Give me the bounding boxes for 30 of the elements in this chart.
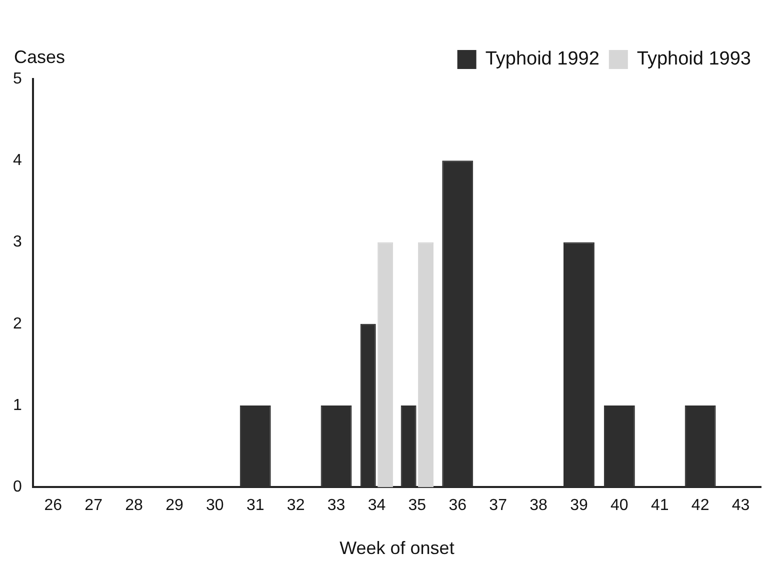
y-axis-title: Cases [14, 46, 66, 67]
x-tick-label: 31 [246, 497, 264, 514]
x-tick-label: 42 [691, 497, 710, 514]
x-tick-label: 39 [570, 497, 588, 514]
y-tick-label: 3 [12, 234, 22, 251]
legend-label: Typhoid 1992 [485, 48, 600, 70]
legend-label: Typhoid 1993 [636, 48, 751, 70]
x-tick-label: 35 [408, 497, 426, 514]
x-tick-label: 43 [732, 497, 750, 514]
x-tick-label: 40 [610, 497, 628, 514]
x-tick-label: 36 [448, 497, 467, 514]
y-tick-label: 5 [12, 70, 22, 88]
y-tick-label: 2 [12, 315, 22, 332]
x-tick-label: 33 [327, 497, 346, 514]
x-tick-label: 38 [530, 497, 548, 514]
y-tick-label: 0 [12, 478, 22, 496]
y-tick-label: 1 [12, 396, 22, 414]
x-tick-label: 27 [84, 497, 103, 514]
y-tick-label: 4 [12, 152, 22, 170]
x-axis-title: Week of onset [340, 538, 454, 558]
bar [378, 242, 394, 488]
x-tick-label: 37 [489, 497, 508, 514]
x-tick-label: 28 [125, 497, 144, 514]
x-tick-label: 29 [166, 497, 184, 514]
x-tick-label: 32 [286, 497, 305, 514]
x-tick-label: 34 [368, 497, 386, 514]
bar [418, 242, 434, 488]
x-tick-label: 26 [44, 497, 62, 514]
x-tick-label: 41 [650, 497, 669, 514]
x-tick-label: 30 [206, 497, 224, 514]
